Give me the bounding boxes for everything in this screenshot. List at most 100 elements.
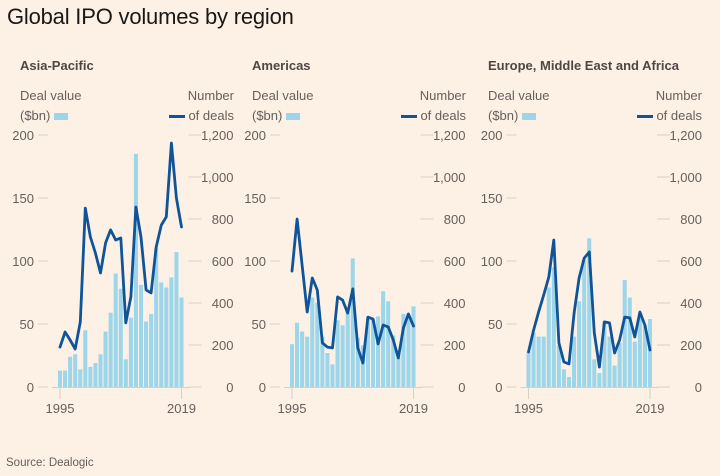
right-tick-label: 400 [212,296,234,311]
bar-swatch-icon [54,113,69,121]
legend-bar-label-2: ($bn) [20,108,51,123]
left-tick-label: 0 [27,380,34,395]
bar-2005 [108,312,113,387]
bar-1999 [546,287,551,387]
bar-2009 [360,345,365,387]
bar-2007 [587,238,592,387]
bar-2001 [88,366,93,387]
bar-2010 [602,321,607,387]
bar-2002 [93,363,98,387]
bar-2012 [612,365,617,387]
bar-1999 [310,297,315,387]
bar-2018 [174,252,179,387]
left-tick-label: 150 [244,191,266,206]
right-tick-label: 0 [695,380,702,395]
bar-swatch-icon [522,113,537,121]
right-tick-label: 200 [680,338,702,353]
bar-2011 [138,284,144,387]
chart-svg: 0 50 100 150 200 0 200 400 600 800 1,000 1,200 1995 2… [244,128,466,416]
bar-2003 [98,354,103,387]
right-tick-label: 1,000 [669,170,702,185]
right-tick-label: 400 [680,296,702,311]
bar-2019 [411,306,416,387]
bar-2000 [315,302,320,387]
bar-2004 [335,320,340,387]
left-tick-label: 150 [481,191,503,206]
bar-2001 [320,336,325,387]
right-tick-label: 1,200 [433,128,466,143]
x-tick-label: 1995 [278,401,307,416]
left-tick-label: 150 [12,191,34,206]
bar-2005 [340,325,345,387]
line-swatch-icon [401,115,418,119]
right-tick-label: 200 [444,338,466,353]
left-tick-label: 200 [481,128,503,143]
right-tick-label: 400 [444,296,466,311]
legend-deal-value: Deal value ($bn) [488,86,549,126]
bar-2016 [396,350,401,387]
right-tick-label: 600 [444,254,466,269]
legend-number-of-deals: Number of deals [401,86,466,126]
bar-2014 [622,279,627,387]
bar-2016 [632,341,637,387]
left-tick-label: 0 [495,380,502,395]
left-tick-label: 100 [244,254,266,269]
bar-2017 [169,277,174,387]
bar-2014 [386,301,391,387]
region-title: Asia-Pacific [20,58,94,73]
bar-2015 [391,335,396,387]
chart-svg: 0 50 100 150 200 0 200 400 600 800 1,000 1,200 1995 2… [12,128,234,416]
legend-number-of-deals: Number of deals [169,86,234,126]
bar-2019 [179,297,184,387]
bar-2019 [647,318,653,387]
bar-2014 [154,248,159,387]
bar-2018 [642,325,647,387]
legend-bar-label-1: Deal value [488,88,550,103]
bar-2015 [159,282,164,387]
x-tick-label: 2019 [636,401,665,416]
right-tick-label: 0 [226,380,233,395]
left-tick-label: 100 [12,254,34,269]
bar-1998 [541,336,546,387]
bar-2001 [556,345,561,387]
bar-1997 [536,336,541,387]
right-tick-label: 1,200 [201,128,234,143]
left-tick-label: 0 [259,380,266,395]
bar-2013 [617,342,622,387]
right-tick-label: 1,200 [669,128,702,143]
bar-2002 [325,352,330,387]
bar-2006 [345,310,350,387]
bar-2004 [572,336,577,387]
panel-americas: Americas Deal value ($bn) Number of deal… [232,0,472,430]
bar-2009 [128,317,133,387]
bar-2012 [144,321,149,387]
left-tick-label: 50 [20,317,34,332]
legend-deal-value: Deal value ($bn) [252,86,313,126]
bar-2007 [118,288,123,387]
x-tick-label: 2019 [399,401,428,416]
chart-title: Global IPO volumes by region [7,4,294,29]
bar-2012 [376,316,381,387]
line-swatch-icon [169,115,186,119]
bar-swatch-icon [286,113,301,121]
x-tick-label: 2019 [167,401,196,416]
right-tick-label: 600 [212,254,234,269]
bar-2004 [103,331,108,387]
bar-1997 [68,356,73,387]
legend-bar-label-1: Deal value [252,88,314,103]
bar-1998 [73,354,78,387]
bar-2009 [597,373,602,387]
bar-2006 [582,259,587,387]
left-tick-label: 100 [481,254,503,269]
bar-2008 [355,337,360,387]
legend-line-label-1: Number [187,88,234,103]
bar-2007 [350,258,355,387]
legend-line-label-1: Number [419,88,466,103]
bar-2002 [561,369,566,387]
right-tick-label: 600 [680,254,702,269]
bar-1996 [531,332,536,387]
source-note: Source: Dealogic [6,457,94,469]
bar-2003 [566,376,572,387]
bar-1996 [63,370,68,387]
bar-2017 [637,317,642,387]
